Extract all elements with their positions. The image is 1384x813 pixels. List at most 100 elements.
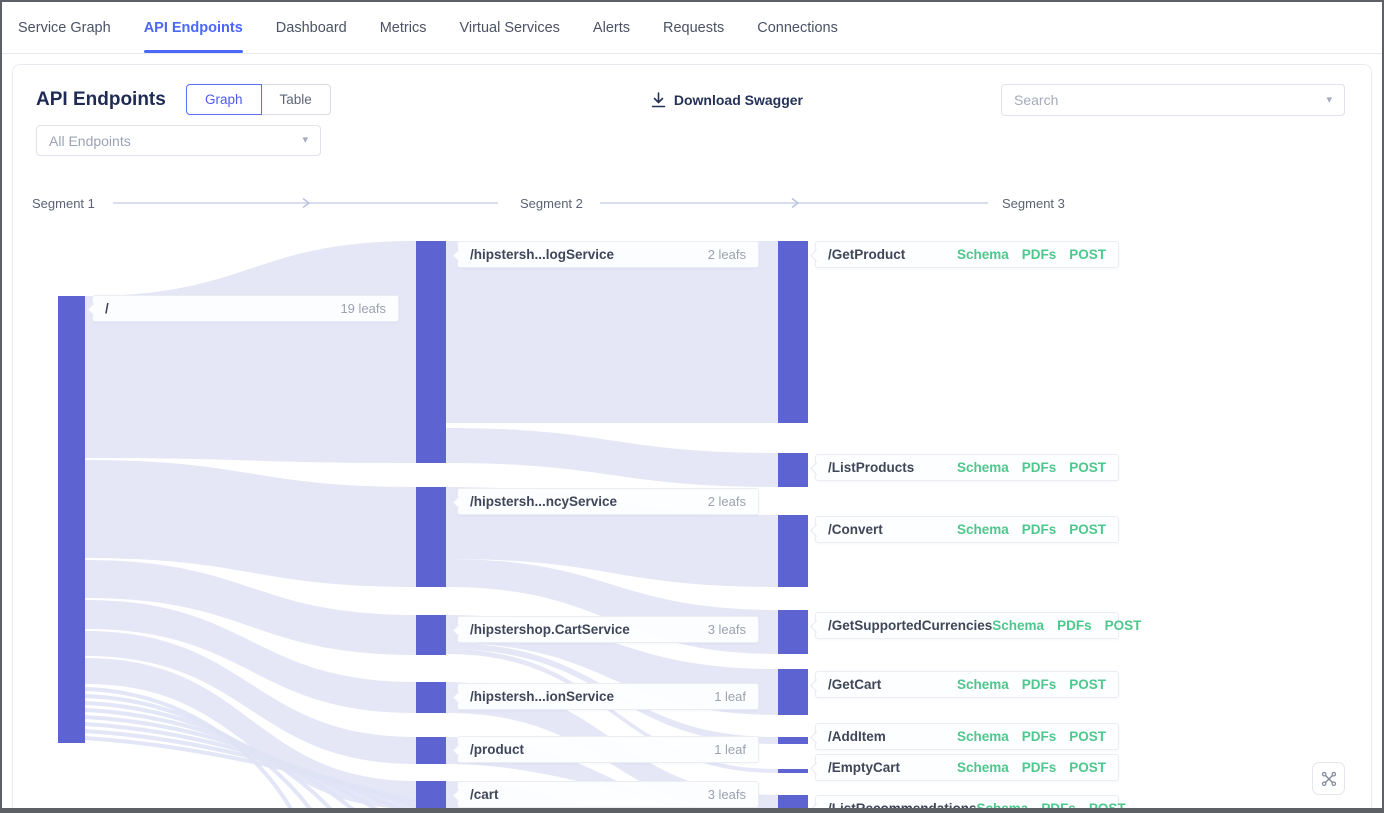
node-bar-listrecommendations[interactable] (778, 795, 808, 808)
node-bar-cart-service[interactable] (416, 615, 446, 655)
chevron-down-icon[interactable]: ▾ (1326, 93, 1332, 106)
node-label-catalog-service[interactable]: /hipstersh...logService 2 leafs (457, 241, 759, 268)
nav-tab-virtual-services[interactable]: Virtual Services (459, 19, 560, 36)
pdfs-link[interactable]: PDFs (1021, 460, 1057, 475)
node-path: /hipstershop.CartService (470, 622, 630, 637)
sankey-node-bars[interactable] (58, 241, 808, 808)
node-bar-convert[interactable] (778, 515, 808, 587)
search-box: ▾ (1001, 84, 1345, 116)
download-swagger-button[interactable]: Download Swagger (651, 92, 803, 108)
leaf-count: 19 leafs (340, 301, 386, 316)
segment1-header: Segment 1 (32, 196, 95, 211)
api-endpoints-panel: API Endpoints Graph Table Download Swagg… (12, 64, 1372, 808)
pdfs-link[interactable]: PDFs (1041, 801, 1076, 808)
node-bar-root[interactable] (58, 296, 85, 743)
node-bar-getcart[interactable] (778, 669, 808, 715)
fit-view-icon (1321, 771, 1336, 786)
node-label-emptycart[interactable]: /EmptyCart Schema PDFs POST (815, 754, 1119, 781)
leaf-count: 2 leafs (707, 494, 746, 509)
post-link[interactable]: POST (1089, 801, 1126, 808)
node-label-additem[interactable]: /AddItem Schema PDFs POST (815, 723, 1119, 750)
node-path: /EmptyCart (828, 760, 901, 775)
nav-tab-api-endpoints[interactable]: API Endpoints (143, 2, 243, 53)
node-label-getsupportedcurrencies[interactable]: /GetSupportedCurrencies Schema PDFs POST (815, 612, 1141, 639)
download-swagger-label: Download Swagger (673, 92, 803, 108)
endpoint-filter-select[interactable]: All Endpoints ▾ (36, 125, 321, 156)
node-path: /GetProduct (828, 247, 906, 262)
schema-link[interactable]: Schema (956, 460, 1009, 475)
schema-link[interactable]: Schema (956, 760, 1009, 775)
leaf-count: 3 leafs (707, 622, 746, 637)
pdfs-link[interactable]: PDFs (1021, 729, 1057, 744)
node-bar-product[interactable] (416, 737, 446, 764)
nav-tab-alerts[interactable]: Alerts (592, 19, 630, 36)
pdfs-link[interactable]: PDFs (1021, 760, 1057, 775)
leaf-count: 2 leafs (707, 247, 746, 262)
nav-tab-service-graph[interactable]: Service Graph (18, 19, 111, 36)
node-label-listrecommendations[interactable]: /ListRecommendations Schema PDFs POST (815, 795, 1126, 808)
download-icon (651, 92, 666, 108)
flow-fan-strokes (84, 687, 451, 808)
node-label-getproduct[interactable]: /GetProduct Schema PDFs POST (815, 241, 1119, 268)
post-link[interactable]: POST (1069, 247, 1106, 262)
node-path: /GetCart (828, 677, 882, 692)
node-path: / (105, 301, 109, 316)
node-path: /product (470, 742, 524, 757)
schema-link[interactable]: Schema (956, 729, 1009, 744)
node-bar-emptycart[interactable] (778, 769, 808, 773)
node-label-cart[interactable]: /cart 3 leafs (457, 781, 759, 808)
nav-tab-metrics[interactable]: Metrics (379, 19, 427, 36)
node-label-currency-service[interactable]: /hipstersh...ncyService 2 leafs (457, 488, 759, 515)
node-bar-recommendation-service[interactable] (416, 682, 446, 713)
node-path: /ListRecommendations (828, 801, 977, 808)
node-path: /hipstersh...ncyService (470, 494, 618, 509)
node-path: /AddItem (828, 729, 886, 744)
nav-tab-requests[interactable]: Requests (663, 19, 725, 36)
node-label-root[interactable]: / 19 leafs (92, 295, 399, 322)
page-title: API Endpoints (36, 89, 166, 110)
node-bar-listproducts[interactable] (778, 453, 808, 487)
schema-link[interactable]: Schema (956, 247, 1009, 262)
node-bar-getsupportedcurrencies[interactable] (778, 610, 808, 654)
post-link[interactable]: POST (1069, 677, 1106, 692)
node-bar-catalog-service[interactable] (416, 241, 446, 463)
node-bar-getproduct[interactable] (778, 241, 808, 423)
post-link[interactable]: POST (1069, 460, 1106, 475)
fit-view-button[interactable] (1312, 762, 1345, 795)
schema-link[interactable]: Schema (956, 522, 1009, 537)
nav-tab-dashboard[interactable]: Dashboard (275, 19, 347, 36)
node-bar-currency-service[interactable] (416, 487, 446, 587)
node-bar-cart[interactable] (416, 781, 446, 808)
node-path: /ListProducts (828, 460, 915, 475)
schema-link[interactable]: Schema (956, 677, 1009, 692)
schema-link[interactable]: Schema (992, 618, 1045, 633)
nav-tab-connections[interactable]: Connections (757, 19, 838, 36)
node-label-getcart[interactable]: /GetCart Schema PDFs POST (815, 671, 1119, 698)
segment3-header: Segment 3 (1002, 196, 1065, 211)
schema-link[interactable]: Schema (977, 801, 1029, 808)
endpoint-filter-value: All Endpoints (49, 132, 131, 149)
node-label-product[interactable]: /product 1 leaf (457, 736, 759, 763)
leaf-count: 1 leaf (714, 689, 746, 704)
node-label-listproducts[interactable]: /ListProducts Schema PDFs POST (815, 454, 1119, 481)
node-label-recommendation-service[interactable]: /hipstersh...ionService 1 leaf (457, 683, 759, 710)
post-link[interactable]: POST (1069, 760, 1106, 775)
pdfs-link[interactable]: PDFs (1021, 677, 1057, 692)
segment-arrow-lines (113, 197, 988, 209)
node-bar-additem[interactable] (778, 737, 808, 744)
view-toggle: Graph Table (186, 84, 331, 115)
table-view-button[interactable]: Table (260, 84, 331, 115)
node-label-convert[interactable]: /Convert Schema PDFs POST (815, 516, 1119, 543)
segment2-header: Segment 2 (520, 196, 583, 211)
graph-view-button[interactable]: Graph (186, 84, 262, 115)
pdfs-link[interactable]: PDFs (1021, 247, 1057, 262)
pdfs-link[interactable]: PDFs (1021, 522, 1057, 537)
post-link[interactable]: POST (1104, 618, 1142, 633)
node-label-cart-service[interactable]: /hipstershop.CartService 3 leafs (457, 616, 759, 643)
pdfs-link[interactable]: PDFs (1057, 618, 1092, 633)
post-link[interactable]: POST (1069, 729, 1106, 744)
flow-ribbons-seg1-seg2 (85, 241, 416, 808)
search-input[interactable] (1014, 92, 1319, 108)
post-link[interactable]: POST (1069, 522, 1106, 537)
